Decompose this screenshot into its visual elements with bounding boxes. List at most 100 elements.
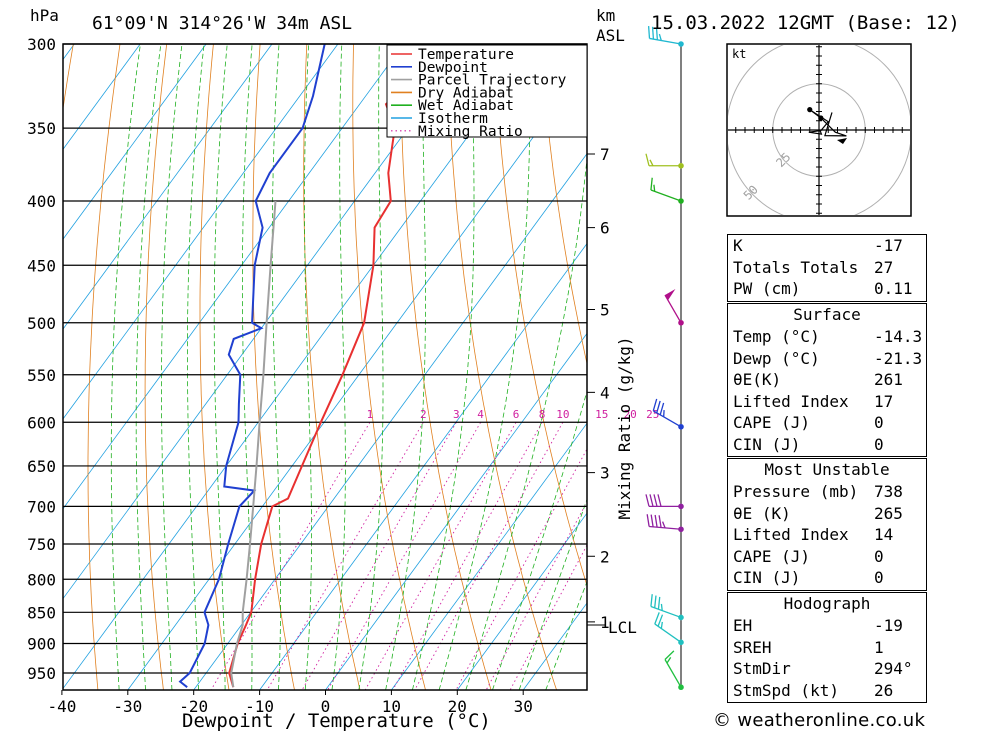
asl-unit-label: ASL [596, 26, 625, 45]
wind-barb [654, 612, 684, 646]
wind-barb [650, 594, 684, 621]
stats-label: CAPE (J) [733, 546, 811, 566]
mixing-ratio-line [509, 543, 587, 690]
pressure-tick-label: 750 [27, 535, 56, 554]
km-tick-label: 6 [600, 219, 610, 238]
mixing-ratio-line [327, 422, 481, 690]
km-tick-label: 7 [600, 145, 610, 164]
wind-barb [646, 514, 684, 533]
stats-row: θE(K) 261 [728, 369, 926, 391]
mixing-ratio-line [266, 422, 424, 690]
stats-value: 27 [874, 257, 894, 277]
stats-value: 17 [874, 391, 894, 411]
dry-adiabat-line [144, 44, 168, 690]
x-tick-label: 20 [448, 697, 467, 716]
stats-value: 0 [874, 413, 884, 432]
stats-value: -17 [874, 236, 903, 255]
pressure-tick-label: 300 [27, 35, 56, 54]
stats-label: Temp (°C) [733, 327, 820, 346]
stats-row: Lifted Index 14 [728, 524, 926, 546]
km-tick-label: 1 [600, 613, 610, 632]
stats-label: Lifted Index [733, 525, 849, 544]
wind-barb [664, 650, 684, 691]
date-label: 15.03.2022 12GMT (Base: 12) [651, 12, 960, 34]
pressure-tick-label: 900 [27, 635, 56, 654]
wet-adiabat-line [438, 44, 531, 690]
stats-row: Temp (°C) -14.3 [728, 326, 926, 348]
stats-label: Lifted Index [733, 391, 849, 411]
pressure-tick-label: 450 [27, 256, 56, 275]
legend-label: Wet Adiabat [418, 98, 514, 114]
mixing-ratio-line [210, 422, 371, 690]
mixing-ratio-line [392, 422, 543, 690]
stats-label: K [733, 236, 743, 255]
x-tick-label: -10 [245, 697, 274, 716]
legend-label: Mixing Ratio [418, 124, 523, 140]
stats-label: StmSpd (kt) [733, 680, 839, 700]
temperature-profile [228, 44, 451, 688]
isotherm-line [63, 44, 405, 510]
mixing-ratio-title: Mixing Ratio (g/kg) [615, 336, 634, 519]
stats-value: 0 [874, 434, 884, 454]
mixing-ratio-label: 2 [420, 408, 427, 421]
stats-row: PW (cm) 0.11 [728, 278, 926, 300]
stats-section-title: Hodograph [783, 594, 871, 613]
pressure-tick-label: 600 [27, 413, 56, 432]
km-tick-label: 3 [600, 464, 610, 483]
pressure-tick-label: 850 [27, 603, 56, 622]
x-tick-label: -20 [179, 697, 208, 716]
parcel-trajectory-profile [230, 200, 277, 688]
isotherm-line [325, 332, 587, 690]
stats-value: -19 [874, 616, 903, 635]
stats-row: K -17 [728, 235, 926, 257]
mixing-ratio-label: 25 [646, 408, 659, 421]
stats-value: 0.11 [874, 279, 913, 298]
stats-label: Dewp (°C) [733, 348, 820, 368]
copyright-footer: © weatheronline.co.uk [713, 710, 926, 731]
lcl-label: LCL [608, 618, 637, 637]
dry-adiabat-line [493, 44, 587, 588]
stats-value: 261 [874, 370, 903, 389]
mixing-ratio-label: 10 [556, 408, 569, 421]
stats-row: θE (K) 265 [728, 503, 926, 525]
mixing-ratio-line [364, 422, 517, 690]
stats-value: 0 [874, 568, 884, 587]
km-tick-label: 5 [600, 301, 610, 320]
stats-row: StmDir 294° [728, 658, 926, 680]
stats-value: -14.3 [874, 327, 923, 346]
wet-adiabat-line [135, 44, 162, 690]
wind-barb [645, 153, 684, 169]
pressure-tick-label: 700 [27, 497, 56, 516]
wet-adiabat-line [187, 44, 205, 690]
stats-section-title: Most Unstable [764, 460, 890, 479]
stats-row: EH -19 [728, 615, 926, 637]
stats-value: 14 [874, 525, 894, 544]
stats-value: 1 [874, 637, 884, 657]
stats-row: Totals Totals 27 [728, 257, 926, 279]
stats-row: Dewp (°C) -21.3 [728, 348, 926, 370]
isotherm-line [456, 512, 587, 690]
mixing-ratio-line [301, 422, 457, 690]
pressure-tick-label: 650 [27, 457, 56, 476]
hodograph-marker [807, 107, 813, 113]
wind-barb [645, 494, 684, 510]
wet-adiabat-line [331, 44, 346, 690]
wet-adiabat-line [465, 154, 587, 690]
dry-adiabat-line [352, 44, 426, 690]
stats-section-title: Surface [793, 305, 861, 324]
stats-row: CIN (J) 0 [728, 567, 926, 589]
hodograph-stats-box: Hodograph EH -19 SREH 1 StmDir 294° StmSpd (kt)… [727, 592, 927, 703]
surface-box: Surface Temp (°C) -14.3 Dewp (°C) -21.3 θE(K)… [727, 303, 927, 457]
x-tick-label: -40 [47, 697, 76, 716]
stats-label: StmDir [733, 659, 791, 678]
stats-value: 294° [874, 659, 913, 678]
isotherm-line [63, 44, 339, 420]
x-tick-label: 10 [382, 697, 401, 716]
stats-label: θE(K) [733, 370, 782, 389]
stats-row: CAPE (J) 0 [728, 546, 926, 568]
km-unit-label: km [596, 6, 615, 25]
isotherm-line [0, 44, 8, 690]
stats-value: 265 [874, 503, 903, 523]
stats-value: 738 [874, 482, 903, 501]
stats-label: Totals Totals [733, 257, 859, 277]
